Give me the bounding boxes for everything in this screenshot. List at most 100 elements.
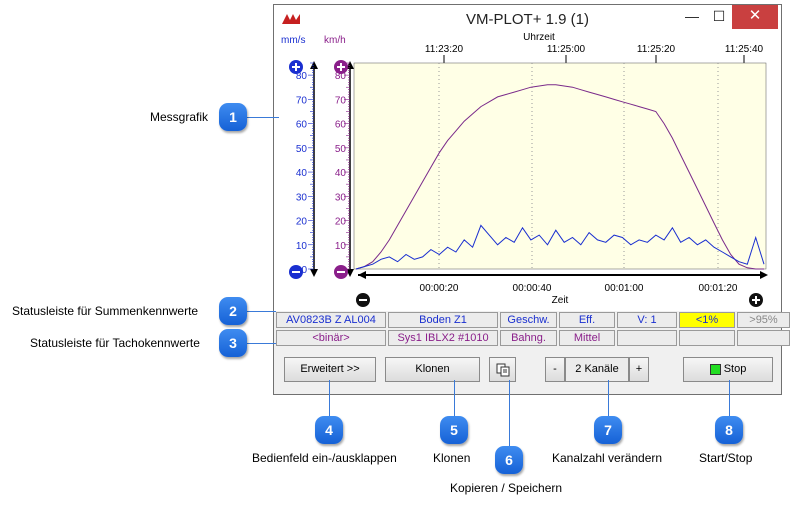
callout-5-line — [454, 380, 455, 416]
callout-4-label: Bedienfeld ein-/ausklappen — [252, 451, 397, 465]
y-tick-label: 60 — [296, 120, 308, 131]
stop-button[interactable]: Stop — [683, 357, 773, 382]
unit-left-label: mm/s — [281, 35, 305, 46]
vibration-series-line — [355, 224, 765, 270]
status-bar-tacho: <binär> Sys1 IBLX2 #1010 Bahng. Mittel — [274, 330, 790, 346]
y-tick-label: 80 — [296, 71, 308, 82]
bottom-tick-label: 00:01:00 — [605, 283, 644, 294]
zoom-in-left-icon[interactable] — [289, 60, 303, 74]
y-tick-label: 30 — [335, 192, 347, 203]
callout-1-line — [246, 117, 279, 118]
copy-button[interactable] — [489, 357, 516, 382]
time-scroll-right-icon[interactable] — [760, 271, 768, 279]
callout-7-line — [608, 380, 609, 416]
callout-7-label: Kanalzahl verändern — [552, 451, 663, 465]
channel-count-display: 2 Kanäle — [565, 357, 629, 382]
callout-8-line — [729, 380, 730, 416]
clone-button[interactable]: Klonen — [385, 357, 480, 382]
callout-7-badge: 7 — [594, 416, 622, 444]
top-axis-title: Uhrzeit — [523, 33, 555, 43]
speed-series-line — [355, 84, 764, 270]
status-sum-cell: Eff. — [559, 312, 615, 328]
top-tick-label: 11:25:00 — [547, 44, 586, 55]
unit-right-label: km/h — [324, 35, 346, 46]
y-tick-label: 80 — [335, 71, 347, 82]
callout-5-badge: 5 — [440, 416, 468, 444]
top-axis-ticks: 11:23:20 11:25:00 11:25:20 11:25:40 — [425, 44, 764, 63]
scroll-down-icon[interactable] — [310, 269, 318, 277]
callout-3-label: Statusleiste für Tachokennwerte — [30, 336, 200, 350]
y-tick-label: 0 — [301, 265, 307, 276]
scroll-down-icon[interactable] — [346, 269, 354, 277]
callout-2-label: Statusleiste für Summenkennwerte — [12, 304, 199, 318]
callout-6-badge: 6 — [495, 446, 523, 474]
maximize-button[interactable]: ☐ — [712, 8, 726, 24]
bottom-tick-label: 00:00:20 — [420, 283, 459, 294]
plot-svg: mm/s km/h Uhrzeit 11:23:20 11:25:00 11:25:… — [281, 32, 768, 307]
callout-3-line — [246, 343, 276, 344]
top-tick-label: 11:23:20 — [425, 44, 464, 55]
status-sum-cell: Boden Z1 — [388, 312, 498, 328]
y-tick-label: 20 — [335, 217, 347, 228]
zoom-out-time-icon[interactable] — [356, 293, 370, 307]
status-tacho-cell — [737, 330, 790, 346]
status-sum-cell: Geschw. — [500, 312, 557, 328]
y-tick-label: 40 — [296, 168, 308, 179]
expand-button[interactable]: Erweitert >> — [284, 357, 376, 382]
window-title: VM-PLOT+ 1.9 (1) — [466, 11, 589, 28]
y-tick-label: 10 — [335, 241, 347, 252]
callout-1-label: Messgrafik — [150, 110, 209, 124]
y-tick-label: 30 — [296, 192, 308, 203]
status-tacho-cell — [617, 330, 677, 346]
callout-4-line — [329, 380, 330, 416]
y-tick-label: 50 — [296, 144, 308, 155]
scroll-up-icon[interactable] — [310, 61, 318, 69]
callout-8-badge: 8 — [715, 416, 743, 444]
callout-2-line — [246, 311, 276, 312]
zoom-in-time-icon[interactable] — [749, 293, 763, 307]
status-tacho-cell — [679, 330, 735, 346]
y-tick-label: 60 — [335, 120, 347, 131]
status-bar-sum: AV0823B Z AL004 Boden Z1 Geschw. Eff. V: 1 <1… — [274, 312, 790, 328]
zoom-out-left-icon[interactable] — [289, 265, 303, 279]
bottom-tick-label: 00:01:20 — [699, 283, 738, 294]
zoom-in-right-icon[interactable] — [334, 60, 348, 74]
status-tacho-cell: <binär> — [276, 330, 386, 346]
callout-3-badge: 3 — [219, 329, 247, 357]
status-sum-cell: V: 1 — [617, 312, 677, 328]
y-tick-label: 70 — [335, 95, 347, 106]
status-tacho-cell: Mittel — [559, 330, 615, 346]
callout-2-badge: 2 — [219, 297, 247, 325]
measurement-plot[interactable]: mm/s km/h Uhrzeit 11:23:20 11:25:00 11:25:… — [274, 32, 781, 311]
callout-4-badge: 4 — [315, 416, 343, 444]
zoom-out-right-icon[interactable] — [334, 265, 348, 279]
time-scroll-left-icon[interactable] — [358, 271, 366, 279]
y-tick-label: 40 — [335, 168, 347, 179]
top-tick-label: 11:25:40 — [725, 44, 764, 55]
status-tacho-cell: Bahng. — [500, 330, 557, 346]
stop-button-label: Stop — [723, 363, 747, 375]
status-tacho-cell: Sys1 IBLX2 #1010 — [388, 330, 498, 346]
plot-background — [353, 62, 767, 270]
copy-icon — [496, 363, 509, 377]
y-tick-label: 20 — [296, 217, 308, 228]
callout-5-label: Klonen — [433, 451, 471, 465]
channel-increase-button[interactable]: + — [629, 357, 649, 382]
close-button[interactable]: ✕ — [732, 5, 778, 29]
app-logo-icon — [282, 14, 300, 24]
left-axis: 80 70 60 50 40 30 20 10 0 — [296, 61, 318, 277]
y-tick-label: 50 — [335, 144, 347, 155]
stop-indicator-icon — [709, 363, 721, 375]
channel-decrease-button[interactable]: - — [545, 357, 565, 382]
y-tick-label: 10 — [296, 241, 308, 252]
title-bar[interactable]: VM-PLOT+ 1.9 (1) — ☐ ✕ — [274, 5, 781, 33]
y-tick-label: 70 — [296, 95, 308, 106]
bottom-tick-label: 00:00:40 — [513, 283, 552, 294]
status-sum-cell: AV0823B Z AL004 — [276, 312, 386, 328]
callout-8-label: Start/Stop — [699, 451, 753, 465]
callout-1-badge: 1 — [219, 103, 247, 131]
bottom-axis-title: Zeit — [552, 295, 569, 306]
minimize-button[interactable]: — — [685, 8, 699, 24]
top-tick-label: 11:25:20 — [637, 44, 676, 55]
